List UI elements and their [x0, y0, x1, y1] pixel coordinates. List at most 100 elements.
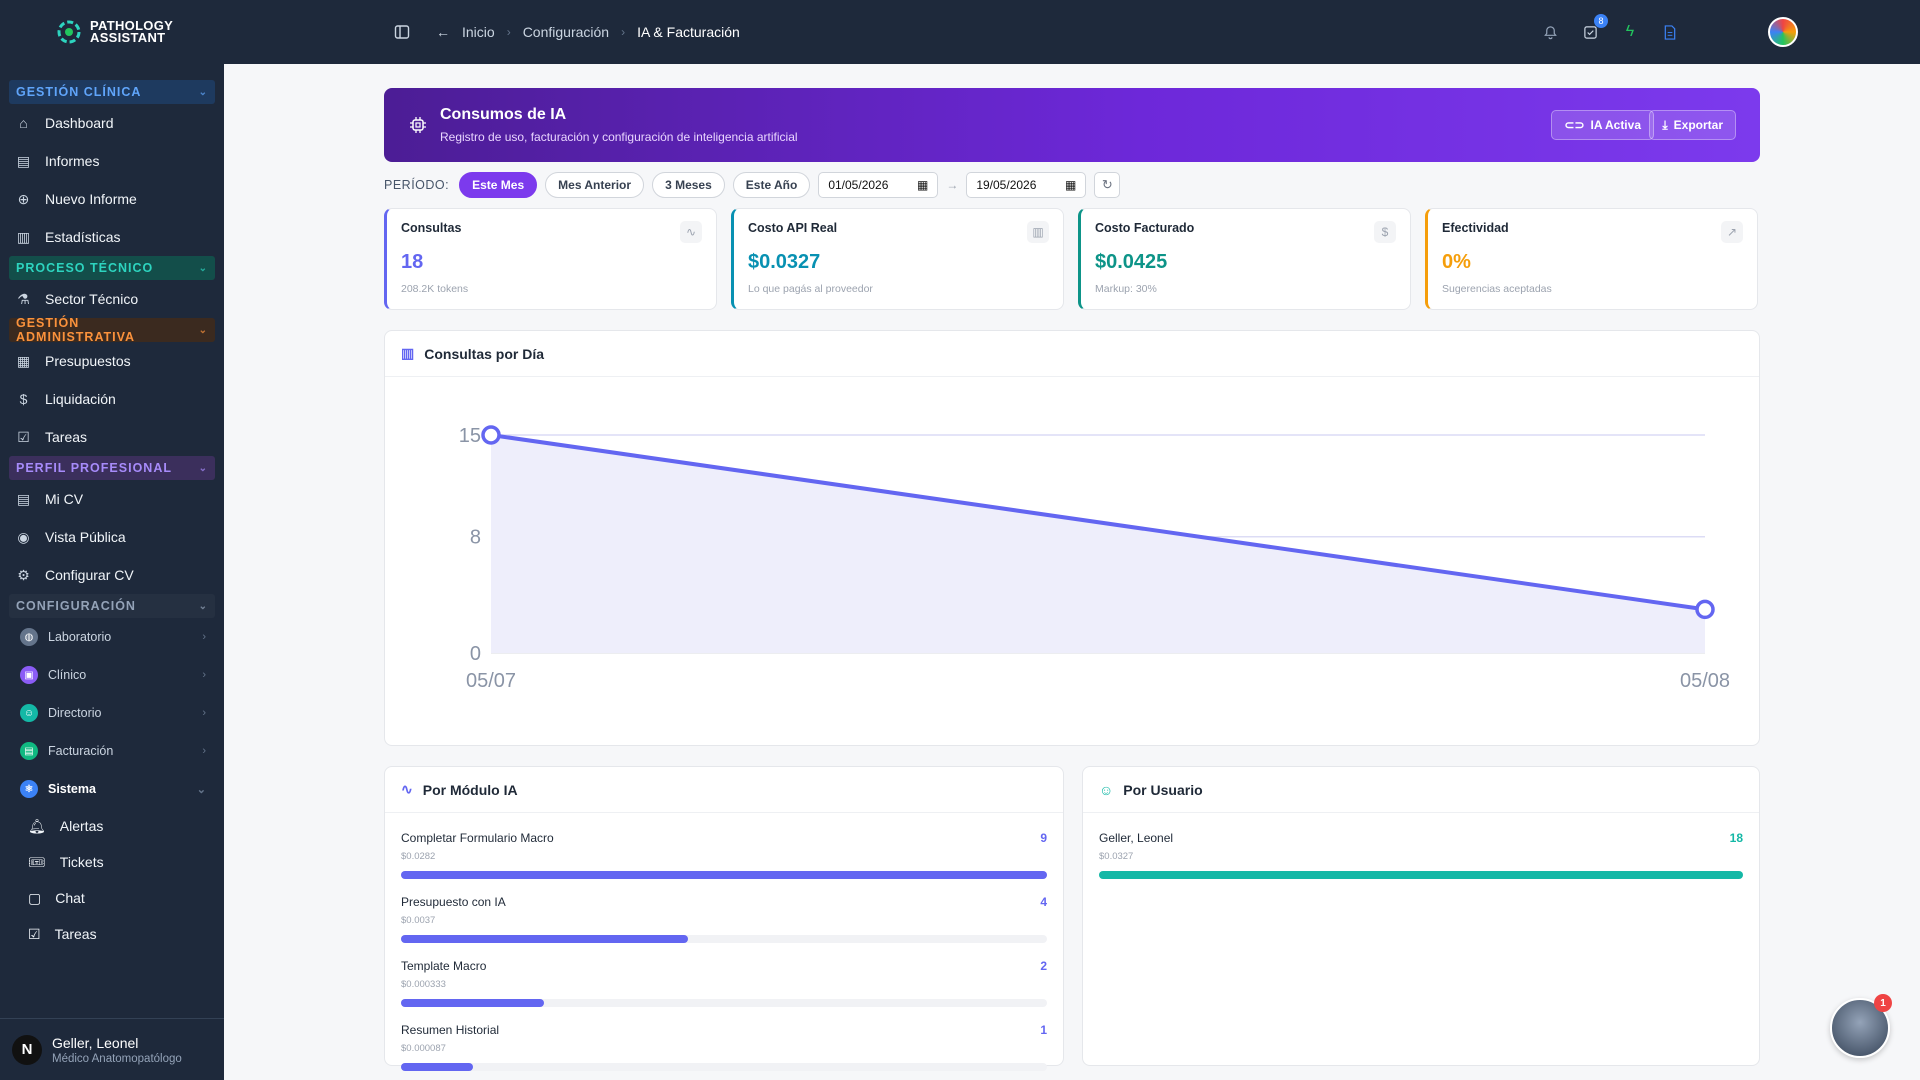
- user-profile[interactable]: N Geller, Leonel Médico Anatomopatólogo: [0, 1018, 224, 1080]
- sidebar-item-estadisticas[interactable]: ▥ Estadísticas: [16, 228, 121, 246]
- trending-up-icon: ↗: [1721, 221, 1743, 243]
- data-point: [481, 425, 501, 445]
- app-name: PATHOLOGY ASSISTANT: [90, 18, 174, 45]
- sidebar-item-tickets[interactable]: 🎟︎ Tickets: [28, 853, 104, 871]
- period-3-meses[interactable]: 3 Meses: [652, 172, 725, 198]
- refresh-button[interactable]: ↻: [1094, 172, 1121, 198]
- breadcrumb-configuracion[interactable]: Configuración: [522, 24, 610, 40]
- toggle-icon: ⊂⊃: [1564, 118, 1585, 132]
- period-label: PERÍODO:: [384, 178, 450, 192]
- progress-fill: [1099, 871, 1743, 879]
- home-icon: ⌂: [19, 115, 28, 131]
- system-icon: ⚛: [20, 780, 38, 798]
- ia-activa-button[interactable]: ⊂⊃ IA Activa: [1551, 110, 1654, 140]
- row-name: Geller, Leonel: [1099, 831, 1174, 845]
- kpi-value: $0.0425: [1095, 251, 1168, 273]
- dollar-icon: $: [1374, 221, 1396, 243]
- date-to-input[interactable]: 19/05/2026 ▦: [966, 172, 1087, 198]
- section-gestion-administrativa[interactable]: GESTIÓN ADMINISTRATIVA ⌄: [9, 316, 215, 344]
- row-count: 1: [1040, 1023, 1047, 1037]
- sidebar-item-dashboard[interactable]: ⌂ Dashboard: [0, 104, 224, 142]
- sidebar-item-mi-cv[interactable]: ▤ Mi CV: [16, 490, 84, 508]
- logo-icon: [57, 20, 81, 44]
- sidebar-item-chat[interactable]: ▢ Chat: [28, 889, 85, 907]
- sidebar-group-facturacion[interactable]: ▤ Facturación ›: [0, 732, 224, 770]
- sidebar-item-alertas[interactable]: 🔔︎ Alertas: [28, 817, 104, 835]
- row-cost: $0.000333: [401, 979, 446, 990]
- document-icon: ▤: [16, 152, 31, 169]
- arrow-right-icon: →: [946, 178, 959, 192]
- chevron-down-icon: ⌄: [198, 462, 208, 474]
- lab-icon: ◍: [20, 628, 38, 646]
- section-configuracion[interactable]: CONFIGURACIÓN ⌄: [9, 594, 215, 618]
- period-mes-anterior[interactable]: Mes Anterior: [545, 172, 645, 198]
- clinic-icon: ▣: [20, 666, 38, 684]
- sidebar-group-laboratorio[interactable]: ◍ Laboratorio ›: [0, 618, 224, 656]
- file-icon[interactable]: [1660, 22, 1680, 42]
- sidebar-group-clinico[interactable]: ▣ Clínico ›: [0, 656, 224, 694]
- sidebar-item-tareas-admin[interactable]: ☑ Tareas: [17, 428, 88, 446]
- breadcrumb-separator-icon: ›: [506, 25, 511, 39]
- chart-consultas-por-dia: ▥ Consultas por Día 0 8 15 05/07 05/08: [384, 330, 1760, 746]
- assistant-chat-button[interactable]: 1: [1830, 994, 1892, 1058]
- bell-icon[interactable]: [1540, 22, 1560, 42]
- sidebar-item-vista-publica[interactable]: ◉ Vista Pública: [17, 528, 126, 546]
- period-filter: PERÍODO: Este Mes Mes Anterior 3 Meses E…: [384, 164, 1760, 206]
- chevron-down-icon: ⌄: [198, 600, 208, 612]
- section-proceso-tecnico[interactable]: PROCESO TÉCNICO ⌄: [9, 256, 215, 280]
- period-este-mes[interactable]: Este Mes: [459, 172, 538, 198]
- sidebar-toggle-icon[interactable]: [392, 22, 412, 42]
- hero-banner: Consumos de IA Registro de uso, facturac…: [384, 88, 1760, 162]
- lightning-icon[interactable]: ϟ: [1625, 23, 1635, 40]
- progress-fill: [401, 871, 1047, 879]
- app-logo[interactable]: PATHOLOGY ASSISTANT: [0, 0, 224, 64]
- kpi-title: Efectividad: [1442, 221, 1509, 235]
- list-item: Geller, Leonel $0.0327 18: [1083, 819, 1759, 883]
- sidebar-item-presupuestos[interactable]: ▦ Presupuestos: [16, 352, 131, 370]
- user-avatar[interactable]: [1768, 17, 1798, 47]
- kpi-title: Costo API Real: [748, 221, 838, 235]
- tasks-icon[interactable]: 8: [1580, 14, 1608, 42]
- section-gestion-clinica[interactable]: GESTIÓN CLÍNICA ⌄: [9, 80, 215, 104]
- kpi-value: 0%: [1442, 251, 1471, 273]
- period-este-ano[interactable]: Este Año: [732, 172, 811, 198]
- breadcrumb-inicio[interactable]: Inicio: [462, 24, 495, 40]
- progress-fill: [401, 1063, 473, 1071]
- kpi-title: Consultas: [401, 221, 462, 235]
- sidebar-group-directorio[interactable]: ☺ Directorio ›: [0, 694, 224, 732]
- download-icon: ⤓: [1662, 117, 1668, 132]
- kpi-row: Consultas 18 208.2K tokens ∿ Costo API R…: [384, 208, 1760, 310]
- chevron-down-icon: ⌄: [198, 262, 208, 274]
- topbar: ← Inicio › Configuración › IA & Facturac…: [224, 0, 1920, 64]
- sidebar-item-configurar-cv[interactable]: ⚙ Configurar CV: [17, 566, 134, 584]
- kpi-sub: Lo que pagás al proveedor: [748, 283, 873, 295]
- date-from-input[interactable]: 01/05/2026 ▦: [818, 172, 939, 198]
- section-perfil-profesional[interactable]: PERFIL PROFESIONAL ⌄: [9, 456, 215, 480]
- avatar: N: [8, 1034, 42, 1065]
- card-por-usuario: ☺ Por Usuario Geller, Leonel $0.0327 18: [1082, 766, 1760, 1066]
- row-cost: $0.000087: [401, 1043, 446, 1054]
- row-count: 2: [1040, 959, 1047, 973]
- activity-icon: ∿: [680, 221, 702, 243]
- sidebar-item-sector-tecnico[interactable]: ⚗ Sector Técnico: [17, 290, 139, 308]
- sidebar-group-sistema[interactable]: ⚛ Sistema ⌄: [0, 770, 224, 808]
- sidebar-item-nuevo-informe[interactable]: ⊕ Nuevo Informe: [17, 190, 137, 208]
- plus-circle-icon: ⊕: [17, 190, 30, 207]
- chevron-right-icon: ›: [202, 707, 206, 719]
- export-button[interactable]: ⤓ Exportar: [1649, 110, 1736, 140]
- invoice-icon: ▤: [20, 742, 38, 760]
- sidebar: PATHOLOGY ASSISTANT GESTIÓN CLÍNICA ⌄ ⌂ Da…: [0, 0, 224, 1080]
- calendar-icon: ▦: [1064, 178, 1077, 192]
- user-role: Médico Anatomopatólogo: [52, 1052, 182, 1065]
- progress-track: [401, 1063, 1047, 1071]
- sidebar-item-tareas[interactable]: ☑ Tareas: [28, 925, 97, 943]
- list-item: Completar Formulario Macro $0.0282 9: [385, 819, 1063, 883]
- back-arrow-icon[interactable]: ←: [436, 24, 450, 40]
- row-count: 9: [1040, 831, 1047, 845]
- card-title: Por Usuario: [1123, 781, 1203, 798]
- sidebar-item-liquidacion[interactable]: $ Liquidación: [0, 380, 224, 418]
- chevron-right-icon: ›: [202, 745, 206, 757]
- series-line: [490, 433, 1706, 612]
- sidebar-item-informes[interactable]: ▤ Informes: [16, 152, 100, 170]
- row-cost: $0.0037: [401, 915, 436, 926]
